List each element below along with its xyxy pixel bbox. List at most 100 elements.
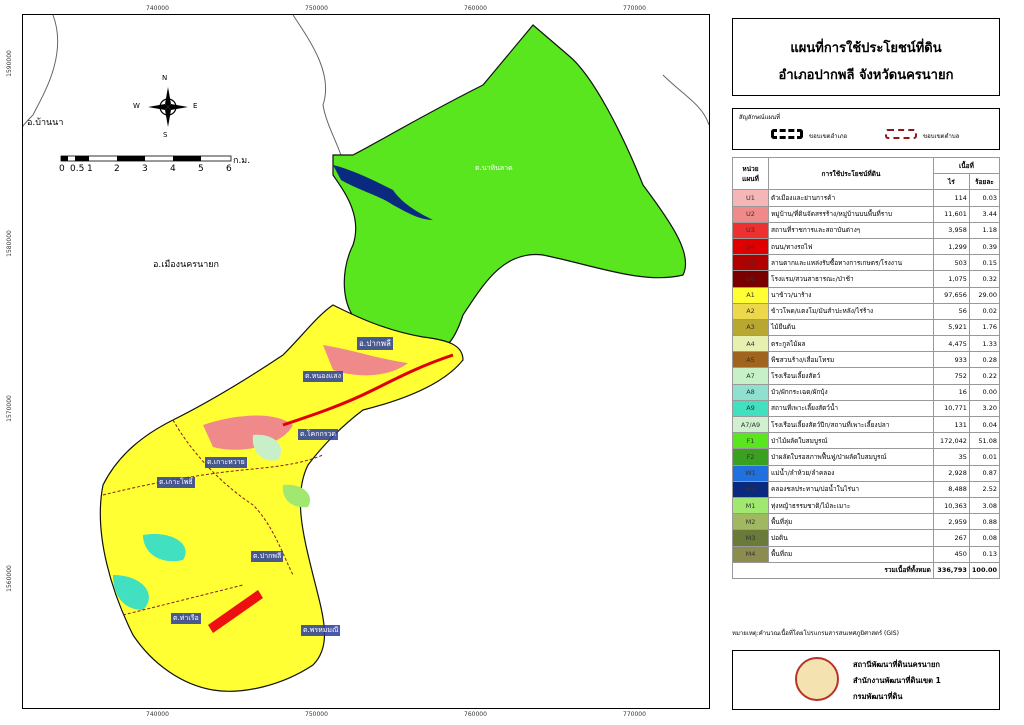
gis-note: หมายเหตุ:คำนวณเนื้อที่โดยโปรแกรมสารสนเทศ… xyxy=(732,630,899,637)
subdistrict-boundary xyxy=(102,454,324,496)
label-tha-ruea: ต.ท่าเรือ xyxy=(171,613,201,624)
area-percent: 0.02 xyxy=(968,302,1001,320)
scale-label-3: 3 xyxy=(142,164,148,174)
table-row: A4 ตระกูลไม้ผล 4,475 1.33 xyxy=(732,335,1001,353)
land-use-name: ทุ่งหญ้าธรรมชาติ/ไม้ละเมาะ xyxy=(768,496,934,515)
area-percent: 3.08 xyxy=(968,496,1001,515)
legend-color-swatch: U2 xyxy=(732,205,769,223)
table-row: A2 ข้าวโพด/แตงโม/มันสำปะหลัง/ไร่ร้าง 56 0.0… xyxy=(732,302,1001,320)
land-use-name: แม่น้ำ/ลำห้วย/ลำคลอง xyxy=(768,464,934,482)
label-pak-phli-subdistrict: ต.ปากพลี xyxy=(251,551,284,562)
table-row: U4 ถนน/ทางรถไฟ 1,299 0.39 xyxy=(732,237,1001,256)
label-ban-na: อ.บ้านนา xyxy=(27,118,64,128)
area-percent: 3.20 xyxy=(968,399,1001,418)
header-rai: ไร่ xyxy=(932,173,970,191)
table-row: U1 ตัวเมืองและย่านการค้า 114 0.03 xyxy=(732,189,1001,207)
header-code: หน่วยแผนที่ xyxy=(732,156,769,191)
forest-area-f1 xyxy=(332,24,687,350)
aquaculture-patch xyxy=(113,575,149,610)
area-rai: 10,363 xyxy=(932,496,970,515)
total-rai: 336,793 xyxy=(932,561,970,579)
scale-label-2: 2 xyxy=(114,164,120,174)
area-percent: 1.33 xyxy=(968,335,1001,353)
area-percent: 0.87 xyxy=(968,464,1001,482)
scale-label-1: 1 xyxy=(87,164,93,174)
area-rai: 933 xyxy=(932,351,970,369)
land-use-table: หน่วยแผนที่ การใช้ประโยชน์ที่ดิน เนื้อที… xyxy=(732,156,1001,579)
aquaculture-patch xyxy=(143,534,186,562)
village-patch xyxy=(323,345,408,376)
legend-box: สัญลักษณ์แผนที่ ขอบเขตอำเภอ ขอบเขตตำบล xyxy=(732,108,1000,150)
legend-color-swatch: M4 xyxy=(732,545,769,563)
area-rai: 1,075 xyxy=(932,270,970,288)
table-row: U3 สถานที่ราชการและสถาบันต่างๆ 3,958 1.18 xyxy=(732,221,1001,239)
area-rai: 2,928 xyxy=(932,464,970,482)
label-nong-saeng: ต.หนองแสง xyxy=(303,371,343,382)
map-title: แผนที่การใช้ประโยชน์ที่ดิน xyxy=(790,41,942,56)
area-rai: 752 xyxy=(932,367,970,385)
total-label: รวมเนื้อที่ทั้งหมด xyxy=(732,561,934,579)
land-use-name: โรงเรือนเลี้ยงสัตว์ปีก/สถานที่เพาะเลี้ยง… xyxy=(768,415,934,434)
area-rai: 10,771 xyxy=(932,399,970,418)
legend-color-swatch: W2 xyxy=(732,480,769,498)
table-row: A3 ไม้ยืนต้น 5,921 1.76 xyxy=(732,318,1001,337)
area-rai: 56 xyxy=(932,302,970,320)
land-use-name: ป่าไม้ผลัดใบสมบูรณ์ xyxy=(768,432,934,450)
area-rai: 172,042 xyxy=(932,432,970,450)
label-pak-phli-district: อ.ปากพลี xyxy=(357,337,393,350)
label-ko-wai: ต.เกาะหวาย xyxy=(205,457,247,468)
legend-color-swatch: A7 xyxy=(732,367,769,385)
land-use-name: สถานที่เพาะเลี้ยงสัตว์น้ำ xyxy=(768,399,934,418)
area-rai: 97,656 xyxy=(932,286,970,304)
legend-color-swatch: U5 xyxy=(732,254,769,272)
legend-color-swatch: U4 xyxy=(732,237,769,256)
area-percent: 0.39 xyxy=(968,237,1001,256)
area-percent: 51.08 xyxy=(968,432,1001,450)
paddy-area-a1 xyxy=(99,304,464,692)
table-row: M3 บ่อดิน 267 0.08 xyxy=(732,529,1001,547)
land-use-name: คลองชลประทาน/บ่อน้ำในไร่นา xyxy=(768,480,934,498)
south-label: S xyxy=(163,131,168,139)
table-row: W1 แม่น้ำ/ลำห้วย/ลำคลอง 2,928 0.87 xyxy=(732,464,1001,482)
land-use-map xyxy=(23,15,709,692)
map-frame[interactable]: N S W E 0 0.5 1 2 3 4 5 6 ก.ม. อ.บ้านนา … xyxy=(22,14,710,709)
land-use-name: โรงแรม/สวนสาธารณะ/ป่าช้า xyxy=(768,270,934,288)
legend-title: สัญลักษณ์แผนที่ xyxy=(739,114,781,121)
agency-line1: สถานีพัฒนาที่ดินนครนายก xyxy=(853,660,940,669)
legend-color-swatch: A3 xyxy=(732,318,769,337)
label-phrommani: ต.พรหมมณี xyxy=(301,625,341,636)
area-percent: 1.76 xyxy=(968,318,1001,337)
area-rai: 267 xyxy=(932,529,970,547)
area-rai: 5,921 xyxy=(932,318,970,337)
boundary-line-ban-na xyxy=(23,15,59,135)
legend-color-swatch: U3 xyxy=(732,221,769,239)
coord-left-3: 1570000 xyxy=(5,395,13,422)
legend-color-swatch: F2 xyxy=(732,448,769,466)
area-rai: 3,958 xyxy=(932,221,970,239)
legend-color-swatch: A9 xyxy=(732,399,769,418)
area-percent: 1.18 xyxy=(968,221,1001,239)
coord-left-4: 1560000 xyxy=(5,565,13,592)
area-rai: 1,299 xyxy=(932,237,970,256)
road-line xyxy=(282,353,454,427)
scale-label-0: 0 xyxy=(59,164,65,174)
table-row: A8 บัว/ผักกระเฉด/ผักบุ้ง 16 0.00 xyxy=(732,383,1001,401)
legend-color-swatch: F1 xyxy=(732,432,769,450)
legend-color-swatch: A4 xyxy=(732,335,769,353)
label-na-hin-lat: ต.นาหินลาด xyxy=(475,164,513,172)
scale-label-05: 0.5 xyxy=(70,164,85,174)
land-use-name: ถนน/ทางรถไฟ xyxy=(768,237,934,256)
header-area: เนื้อที่ xyxy=(932,156,1001,175)
agency-box: สถานีพัฒนาที่ดินนครนายก สำนักงานพัฒนาที่… xyxy=(732,650,1000,710)
area-percent: 0.01 xyxy=(968,448,1001,466)
legend-color-swatch: M3 xyxy=(732,529,769,547)
subdistrict-boundary-symbol xyxy=(885,129,917,139)
area-percent: 0.88 xyxy=(968,513,1001,531)
district-boundary-label: ขอบเขตอำเภอ xyxy=(809,133,848,140)
west-label: W xyxy=(133,102,140,110)
area-percent: 0.04 xyxy=(968,415,1001,434)
table-body: U1 ตัวเมืองและย่านการค้า 114 0.03 U2 หมู่บ้าน… xyxy=(732,189,1001,563)
total-pct: 100.00 xyxy=(968,561,1001,579)
grass-patch xyxy=(282,484,311,508)
table-row: A5 พืชสวนร้าง/เสื่อมโทรม 933 0.28 xyxy=(732,351,1001,369)
